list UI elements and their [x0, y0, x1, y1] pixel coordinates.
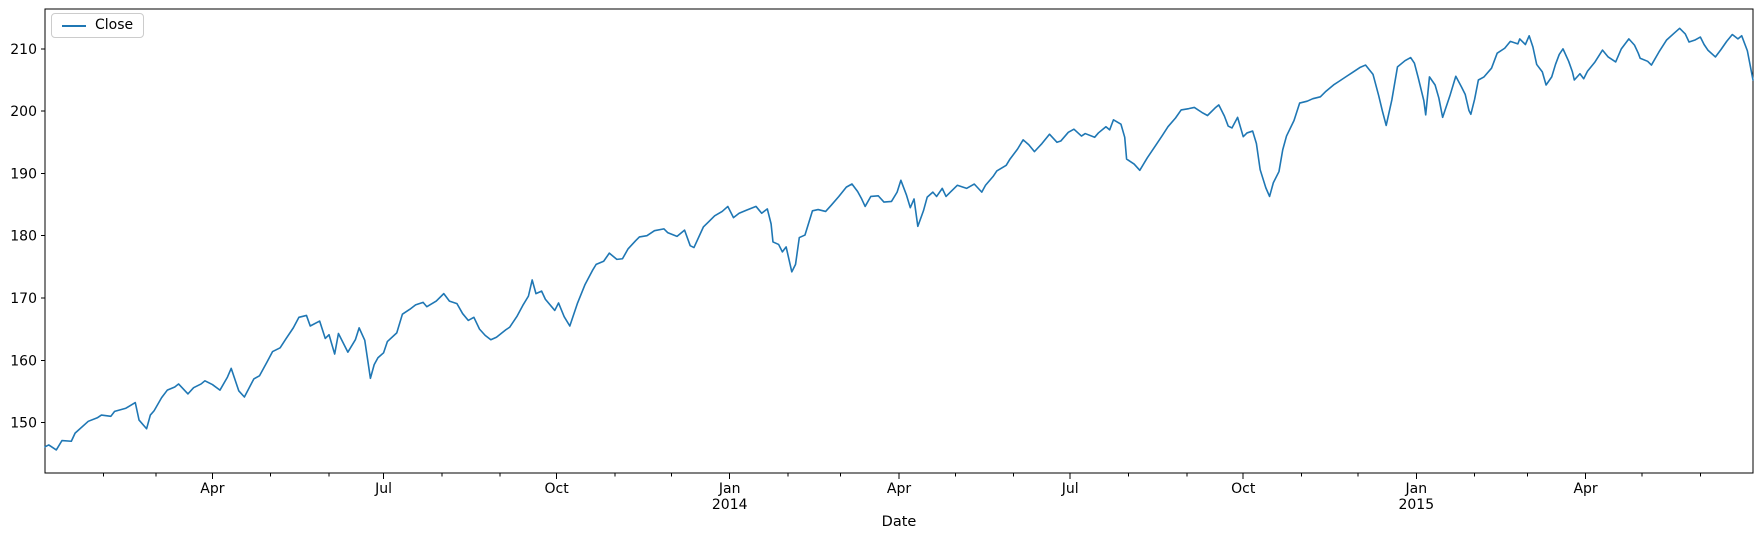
x-tick-label: Oct: [1231, 481, 1256, 497]
y-tick-label: 180: [10, 229, 37, 245]
x-axis-label: Date: [881, 514, 917, 530]
legend-label: Close: [95, 17, 134, 33]
axes-spines: [44, 8, 1754, 474]
legend-line-sample: [62, 24, 86, 27]
x-tick-label: Jan: [718, 481, 741, 497]
y-tick-label: 200: [10, 104, 37, 120]
y-tick-label: 160: [10, 353, 37, 369]
x-tick-label: Jul: [1061, 481, 1079, 497]
y-tick-label: 170: [10, 291, 37, 307]
x-tick-label: Oct: [545, 481, 570, 497]
y-tick-label: 150: [10, 416, 37, 432]
x-tick-label: Jan: [1404, 481, 1427, 497]
y-tick-label: 190: [10, 166, 37, 182]
x-tick-label: Apr: [887, 481, 911, 497]
x-tick-year-label: 2015: [1398, 497, 1434, 513]
x-tick-label: Jul: [374, 481, 392, 497]
x-tick-label: Apr: [1573, 481, 1597, 497]
series-line-close: [44, 27, 1754, 451]
y-tick-label: 210: [10, 42, 37, 58]
legend: Close: [51, 13, 145, 38]
x-tick-label: Apr: [200, 481, 224, 497]
x-tick-year-label: 2014: [712, 497, 748, 513]
